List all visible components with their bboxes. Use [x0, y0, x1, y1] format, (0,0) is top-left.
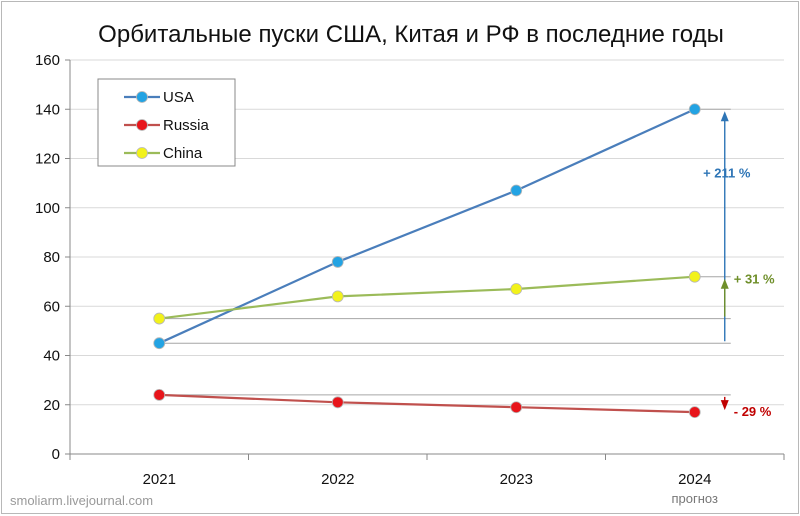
annotation-usa: + 211 %: [703, 165, 751, 180]
arrow-head-usa: [720, 111, 729, 122]
watermark: smoliarm.livejournal.com: [10, 493, 153, 508]
point-china-2021: [153, 312, 166, 325]
point-usa-2023: [510, 184, 523, 197]
x-tick-label-2022: 2022: [321, 471, 354, 488]
legend-label-russia: Russia: [163, 117, 210, 134]
point-usa-2022: [331, 256, 344, 268]
point-russia-2023: [510, 401, 523, 414]
y-tick-labels: 0 20 40 60 80 100 120 140 160: [35, 52, 60, 463]
point-russia-2022: [331, 396, 344, 409]
x-tick-labels: 2021 2022 2023 2024 прогноз: [143, 471, 718, 506]
legend-label-china: China: [163, 145, 203, 162]
arrow-head-china: [720, 278, 729, 289]
legend-marker-russia: [136, 119, 148, 131]
legend-label-usa: USA: [163, 89, 194, 106]
point-usa-2024: [688, 103, 701, 116]
point-usa-2021: [153, 337, 166, 350]
point-russia-2021: [153, 388, 166, 401]
point-china-2023: [510, 283, 523, 295]
annotations: + 211 % + 31 % - 29 %: [703, 111, 775, 419]
point-russia-2024: [688, 406, 701, 419]
legend: USA Russia China: [97, 78, 236, 167]
legend-marker-china: [136, 147, 148, 159]
series-line-usa: [158, 108, 696, 345]
x-tick-sublabel-2024: прогноз: [672, 491, 719, 506]
series: [153, 103, 701, 419]
legend-box: [97, 78, 236, 167]
x-tick-label-2021: 2021: [143, 471, 176, 488]
reference-lines: [159, 108, 731, 396]
y-tick-label-60: 60: [43, 298, 60, 315]
y-tick-label-100: 100: [35, 200, 60, 217]
y-tick-label-140: 140: [35, 101, 60, 118]
series-line-russia: [159, 393, 695, 414]
y-tick-label-40: 40: [43, 348, 60, 365]
annotation-russia: - 29 %: [734, 404, 772, 419]
x-tick-label-2023: 2023: [500, 471, 533, 488]
arrow-head-russia: [720, 400, 729, 411]
legend-marker-usa: [136, 91, 148, 103]
chart-title: Орбитальные пуски США, Китая и РФ в посл…: [98, 21, 724, 48]
x-tick-label-2024: 2024: [678, 471, 711, 488]
point-china-2022: [331, 290, 344, 303]
y-tick-label-20: 20: [43, 397, 60, 414]
y-tick-label-80: 80: [43, 249, 60, 266]
y-tick-label-0: 0: [52, 446, 60, 463]
y-tick-label-120: 120: [35, 151, 60, 168]
annotation-china: + 31 %: [734, 272, 775, 287]
y-tick-label-160: 160: [35, 52, 60, 69]
series-line-china: [159, 275, 695, 320]
point-china-2024: [688, 270, 701, 283]
